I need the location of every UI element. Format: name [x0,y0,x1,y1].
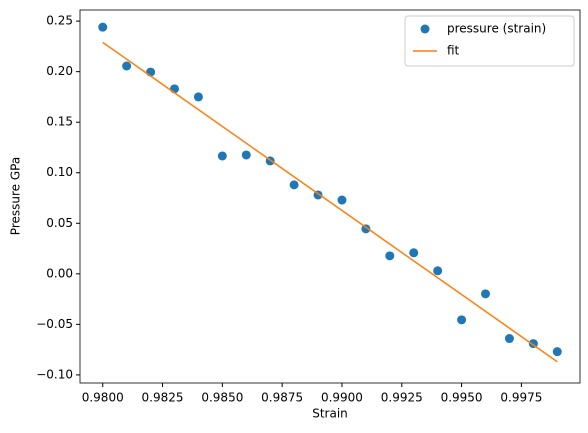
axes-frame [79,9,581,384]
point [337,195,347,205]
y-tick-label: −0.10 [36,367,73,381]
point [193,92,203,102]
point [552,347,562,357]
x-tick-label: 0.9975 [500,391,542,405]
y-tick-label: 0.20 [46,64,73,78]
point [217,151,227,161]
point [122,61,132,71]
legend-label: fit [447,44,460,58]
x-tick-label: 0.9875 [261,391,303,405]
point [98,22,108,32]
point [241,150,251,160]
fit-line [102,41,558,363]
y-axis-label: Pressure GPa [9,157,23,235]
point [504,334,514,344]
y-tick-label: −0.05 [36,317,73,331]
x-axis-label: Strain [312,407,348,421]
legend-label: pressure (strain) [447,22,546,36]
legend-marker [420,24,430,34]
y-tick-label: 0.15 [46,115,73,129]
point [289,180,299,190]
x-tick-label: 0.9925 [381,391,423,405]
point [481,289,491,299]
y-tick-label: 0.00 [46,266,73,280]
x-tick-label: 0.9900 [321,391,363,405]
x-tick-label: 0.9950 [441,391,483,405]
y-tick-label: 0.05 [46,216,73,230]
x-tick-label: 0.9825 [142,391,184,405]
point [385,251,395,261]
legend-box [404,15,575,67]
y-tick-label: 0.25 [46,14,73,28]
point [409,248,419,258]
point [457,315,467,325]
point [433,266,443,276]
x-tick-label: 0.9800 [82,391,124,405]
y-tick-label: 0.10 [46,165,73,179]
x-tick-label: 0.9850 [201,391,243,405]
